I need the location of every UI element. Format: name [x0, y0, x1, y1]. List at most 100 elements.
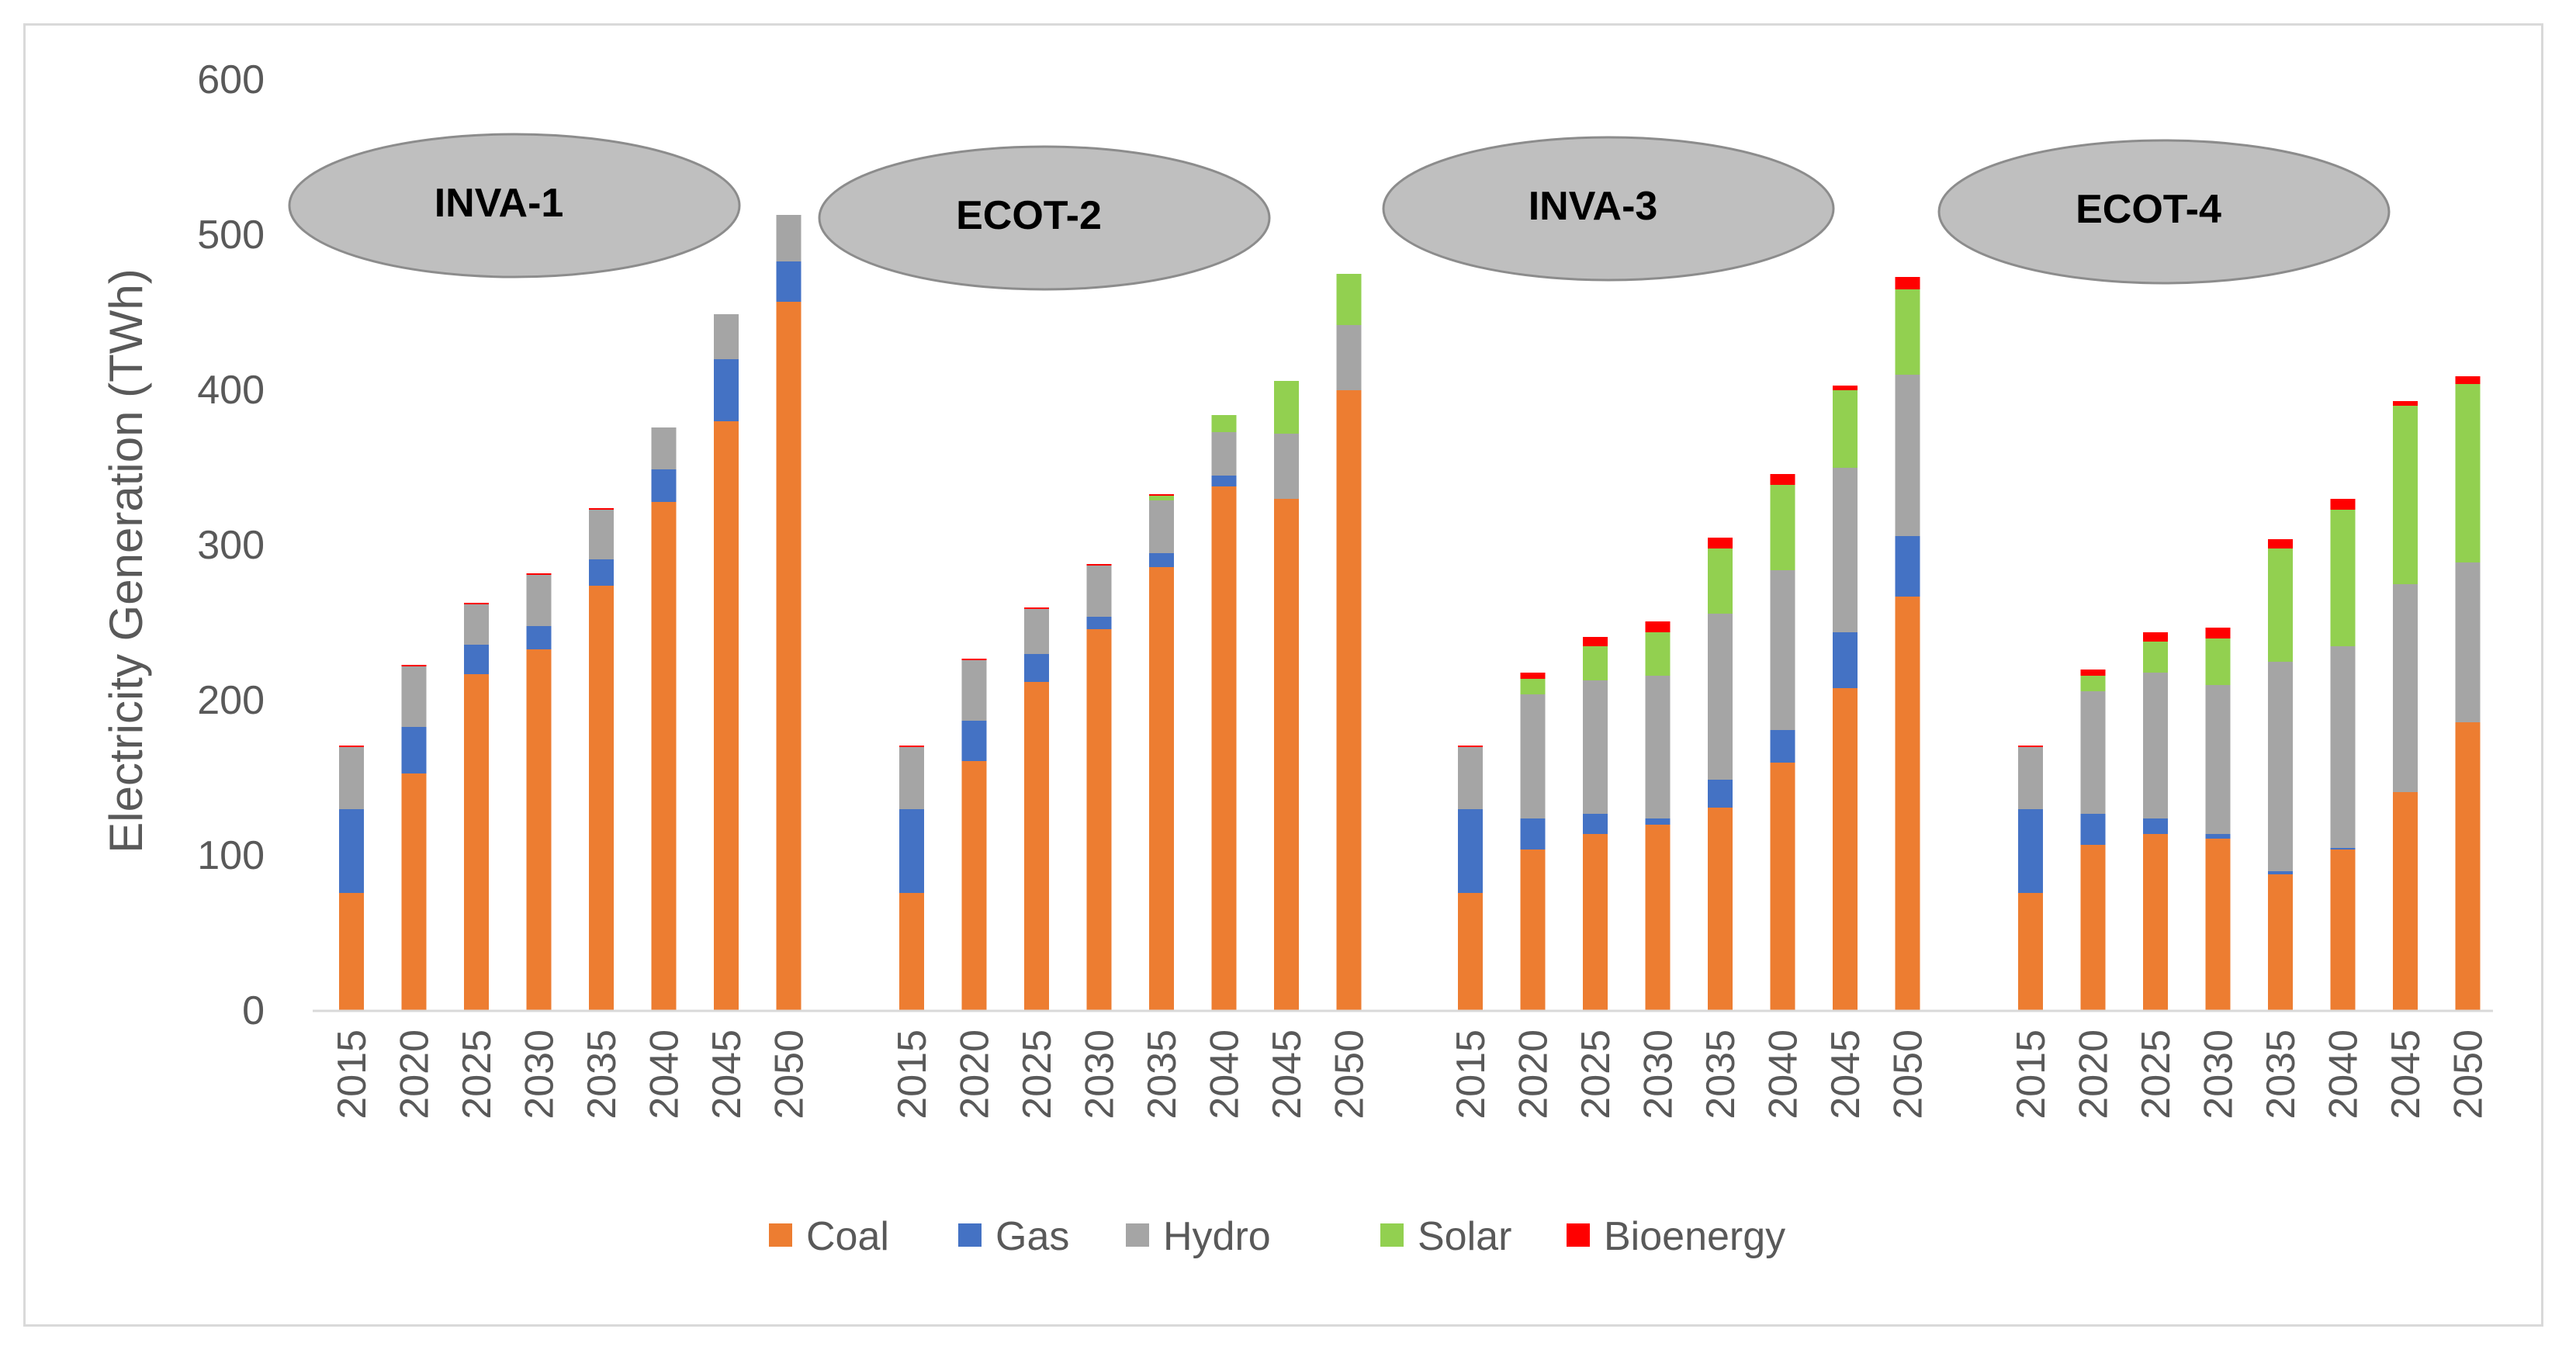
bar-segment-coal — [2455, 722, 2481, 1011]
x-tick-label: 2040 — [642, 1029, 687, 1119]
bar-segment-solar — [1708, 548, 1733, 614]
bar-segment-bioenergy — [1458, 746, 1483, 747]
bar-segment-gas — [1458, 809, 1483, 893]
bar-segment-hydro — [2455, 562, 2481, 722]
x-tick-label: 2045 — [705, 1029, 750, 1119]
bar-segment-gas — [714, 359, 739, 421]
bar-segment-gas — [1708, 780, 1733, 808]
x-tick-label: 2030 — [518, 1029, 563, 1119]
stacked-bar-chart: 0 100 200 300 400 500 600 Electricity Generatio… — [100, 57, 2493, 1259]
bar-segment-solar — [1645, 632, 1671, 676]
bar-segment-hydro — [1645, 676, 1671, 818]
y-tick-label: 600 — [197, 57, 265, 102]
x-tick-label: 2050 — [1328, 1029, 1373, 1119]
bar-segment-solar — [1895, 289, 1920, 375]
bar-segment-bioenergy — [2018, 746, 2043, 747]
x-tick-label: 2035 — [1698, 1029, 1743, 1119]
y-tick-label: 200 — [197, 678, 265, 723]
bars-layer — [339, 215, 2481, 1011]
bar-segment-solar — [2330, 510, 2356, 646]
x-tick-label: 2045 — [1823, 1029, 1868, 1119]
bar-segment-hydro — [1520, 694, 1546, 818]
bar-segment-hydro — [1833, 468, 1858, 632]
x-axis: 2015 2020 2025 2030 2035 2040 2045 2050 2015 2020… — [313, 1009, 2493, 1119]
bar-segment-solar — [1583, 646, 1608, 680]
bar-segment-hydro — [2205, 685, 2231, 834]
x-tick-label: 2015 — [890, 1029, 935, 1119]
legend-label-solar: Solar — [1418, 1214, 1511, 1259]
x-tick-label: 2050 — [767, 1029, 812, 1119]
bar-segment-coal — [1833, 688, 1858, 1011]
legend-swatch-bioenergy — [1567, 1223, 1590, 1247]
bar-segment-solar — [2205, 638, 2231, 685]
x-tick-label: 2030 — [1078, 1029, 1123, 1119]
bar-segment-hydro — [2393, 584, 2418, 792]
x-tick-label: 2015 — [2009, 1029, 2054, 1119]
bar-segment-bioenergy — [589, 508, 614, 510]
x-tick-label: 2020 — [2072, 1029, 2117, 1119]
bar-segment-bioenergy — [339, 746, 364, 747]
bar-segment-solar — [1149, 496, 1174, 500]
bar-segment-bioenergy — [1149, 494, 1174, 496]
bar-segment-coal — [526, 649, 552, 1011]
x-tick-label: 2020 — [393, 1029, 438, 1119]
bar-segment-solar — [2393, 406, 2418, 584]
bar-segment-coal — [589, 586, 614, 1011]
legend: Coal Gas Hydro Solar Bioenergy — [769, 1214, 1785, 1259]
bar-segment-bioenergy — [1024, 607, 1049, 609]
bar-segment-solar — [1211, 415, 1237, 432]
x-tick-label: 2020 — [1511, 1029, 1556, 1119]
bar-segment-coal — [1211, 486, 1237, 1011]
x-tick-label: 2035 — [580, 1029, 625, 1119]
y-tick-label: 400 — [197, 368, 265, 413]
bar-segment-gas — [1770, 730, 1795, 763]
bar-segment-gas — [1149, 553, 1174, 567]
bar-segment-solar — [2143, 642, 2168, 673]
x-tick-label: 2050 — [1886, 1029, 1931, 1119]
x-tick-label: 2040 — [2322, 1029, 2367, 1119]
bar-segment-hydro — [1708, 614, 1733, 780]
scenario-group-ecot-4 — [2018, 376, 2481, 1011]
bar-segment-bioenergy — [1520, 673, 1546, 679]
bar-segment-coal — [2018, 893, 2043, 1011]
scenario-label: ECOT-2 — [956, 193, 1102, 238]
bar-segment-gas — [2143, 818, 2168, 834]
bar-segment-solar — [2080, 676, 2106, 691]
bar-segment-gas — [1024, 654, 1049, 682]
y-tick-label: 500 — [197, 213, 265, 258]
scenario-label: INVA-3 — [1529, 184, 1658, 229]
scenario-group-inva-1 — [339, 215, 802, 1011]
bar-segment-hydro — [339, 747, 364, 809]
bar-segment-solar — [1336, 274, 1362, 325]
legend-label-coal: Coal — [806, 1214, 889, 1259]
bar-segment-gas — [1895, 536, 1920, 597]
bar-segment-hydro — [1211, 432, 1237, 476]
bar-segment-hydro — [1583, 680, 1608, 814]
bar-segment-gas — [651, 469, 677, 502]
bar-segment-coal — [1708, 808, 1733, 1011]
bar-segment-gas — [401, 727, 427, 773]
x-tick-label: 2050 — [2446, 1029, 2491, 1119]
bar-segment-hydro — [464, 604, 489, 645]
y-tick-label: 300 — [197, 523, 265, 568]
bar-segment-gas — [1833, 632, 1858, 688]
scenario-ovals: INVA-1 ECOT-2 INVA-3 ECOT-4 — [288, 133, 2391, 291]
bar-segment-coal — [961, 761, 987, 1011]
bar-segment-bioenergy — [2080, 670, 2106, 676]
x-tick-label: 2015 — [1449, 1029, 1494, 1119]
bar-segment-bioenergy — [2143, 632, 2168, 642]
bar-segment-hydro — [1336, 325, 1362, 390]
bar-segment-coal — [2080, 845, 2106, 1011]
x-tick-label: 2035 — [2259, 1029, 2304, 1119]
bar-segment-coal — [776, 302, 802, 1011]
bar-segment-bioenergy — [1770, 474, 1795, 485]
bar-segment-hydro — [1458, 747, 1483, 809]
y-axis-label: Electricity Generation (TWh) — [100, 268, 152, 853]
bar-segment-bioenergy — [2330, 499, 2356, 510]
bar-segment-coal — [339, 893, 364, 1011]
bar-segment-bioenergy — [1895, 277, 1920, 289]
bar-segment-gas — [2268, 871, 2293, 874]
bar-segment-hydro — [2143, 673, 2168, 818]
bar-segment-gas — [899, 809, 924, 893]
legend-swatch-solar — [1380, 1223, 1404, 1247]
